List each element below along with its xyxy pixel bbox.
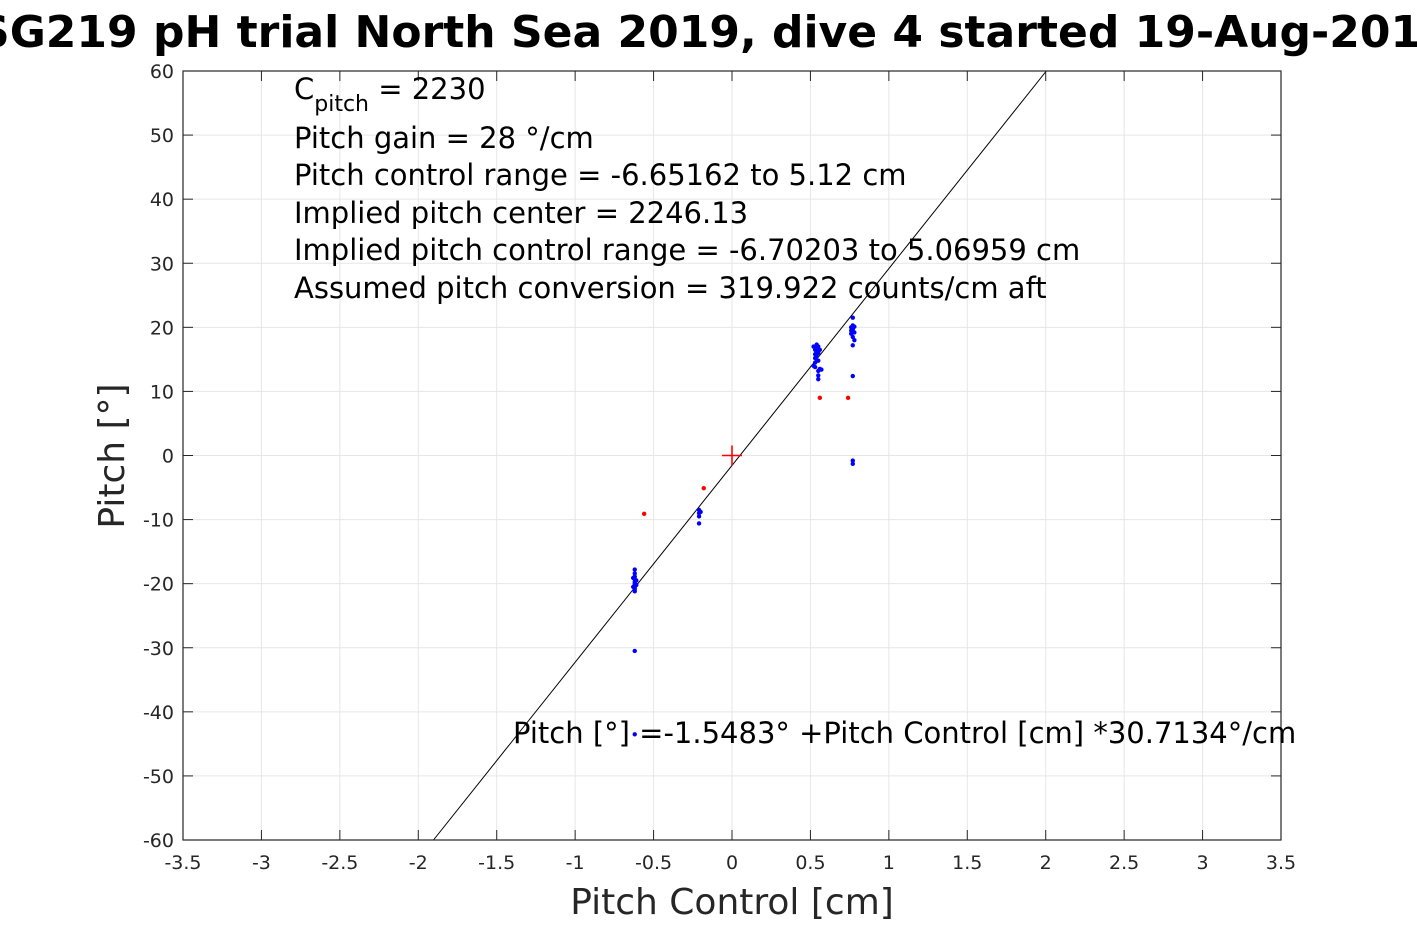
x-axis-label: Pitch Control [cm] xyxy=(570,882,894,923)
y-axis-label: Pitch [°] xyxy=(92,383,133,528)
x-tick-label: -3 xyxy=(252,852,271,874)
data-point xyxy=(852,330,857,335)
center-marker-layer xyxy=(722,445,742,466)
tick-marks xyxy=(182,70,1282,841)
data-point xyxy=(630,584,636,590)
outlier-point xyxy=(845,395,851,401)
y-tick-label: 10 xyxy=(150,381,174,403)
fit-equation-label: Pitch [°] =-1.5483° +Pitch Control [cm] … xyxy=(513,716,1296,750)
x-tick-labels: -3.5 -3 -2.5 -2 -1.5 -1 -0.5 0 0.5 1 1.5 2 2.5 3 3.5 xyxy=(164,852,1296,874)
x-tick-label: 1.5 xyxy=(952,852,982,874)
data-point xyxy=(632,648,637,654)
annotation-implied-pitch-control-range: Implied pitch control range = -6.70203 t… xyxy=(294,233,1080,267)
annotation-c-pitch: Cpitch = 2230 xyxy=(294,72,486,117)
x-tick-label: -0.5 xyxy=(635,852,672,874)
x-tick-label: -3.5 xyxy=(164,852,201,874)
data-point xyxy=(850,461,855,467)
x-tick-label: -2 xyxy=(409,852,428,874)
parameter-annotations: Cpitch = 2230 Pitch gain = 28 °/cm Pitch… xyxy=(294,72,1080,305)
annotation-c-pitch-sub: pitch xyxy=(314,92,369,117)
data-point xyxy=(816,358,821,363)
y-tick-label: 50 xyxy=(150,125,174,147)
annotation-implied-pitch-center: Implied pitch center = 2246.13 xyxy=(294,196,748,230)
data-point xyxy=(632,571,637,576)
annotation-pitch-control-range: Pitch control range = -6.65162 to 5.12 c… xyxy=(294,158,907,192)
annotation-c-pitch-value: = 2230 xyxy=(369,72,486,106)
data-point xyxy=(696,521,702,526)
data-point xyxy=(816,377,821,382)
x-tick-label: -1.5 xyxy=(478,852,515,874)
y-tick-label: -30 xyxy=(143,638,174,660)
data-point xyxy=(812,364,818,370)
y-tick-label: 0 xyxy=(162,446,174,468)
outlier-point xyxy=(817,395,823,401)
x-tick-label: 2 xyxy=(1040,852,1052,874)
annotation-c-pitch-main: C xyxy=(294,72,314,106)
data-point xyxy=(816,373,821,378)
annotation-pitch-gain: Pitch gain = 28 °/cm xyxy=(294,121,594,155)
y-tick-label: 40 xyxy=(150,189,174,211)
y-tick-labels: -60 -50 -40 -30 -20 -10 0 10 20 30 40 50 60 xyxy=(143,61,174,852)
x-tick-label: 0 xyxy=(726,852,738,874)
y-tick-label: -50 xyxy=(143,766,174,788)
data-point xyxy=(852,324,857,329)
data-point xyxy=(850,343,855,348)
y-tick-label: -20 xyxy=(143,574,174,596)
data-points xyxy=(630,315,857,737)
annotation-assumed-pitch-conversion: Assumed pitch conversion = 319.922 count… xyxy=(294,271,1047,305)
plot-area xyxy=(182,70,1282,841)
data-point xyxy=(630,575,636,581)
data-point xyxy=(850,458,855,463)
y-tick-label: -40 xyxy=(143,702,174,724)
data-point xyxy=(698,509,703,515)
y-tick-label: -10 xyxy=(143,510,174,532)
x-tick-label: -2.5 xyxy=(321,852,358,874)
data-point xyxy=(850,373,855,379)
x-tick-label: 3 xyxy=(1197,852,1209,874)
data-point xyxy=(632,732,637,737)
chart-title: SG219 pH trial North Sea 2019, dive 4 st… xyxy=(0,7,1417,58)
data-point xyxy=(817,347,823,352)
data-point xyxy=(852,337,857,343)
x-tick-label: 3.5 xyxy=(1266,852,1296,874)
x-tick-label: 1 xyxy=(883,852,895,874)
y-tick-label: 60 xyxy=(150,61,174,83)
data-point xyxy=(634,578,639,583)
outlier-point xyxy=(701,485,706,491)
y-tick-label: -60 xyxy=(143,830,174,852)
y-tick-label: 20 xyxy=(150,317,174,339)
data-point xyxy=(850,315,855,320)
data-point xyxy=(819,367,824,372)
data-point xyxy=(632,567,637,572)
y-tick-label: 30 xyxy=(150,253,174,275)
x-tick-label: -1 xyxy=(566,852,585,874)
x-tick-label: 2.5 xyxy=(1109,852,1139,874)
x-tick-label: 0.5 xyxy=(795,852,825,874)
outlier-point xyxy=(641,511,647,517)
data-point xyxy=(632,589,637,594)
data-point xyxy=(696,514,702,519)
